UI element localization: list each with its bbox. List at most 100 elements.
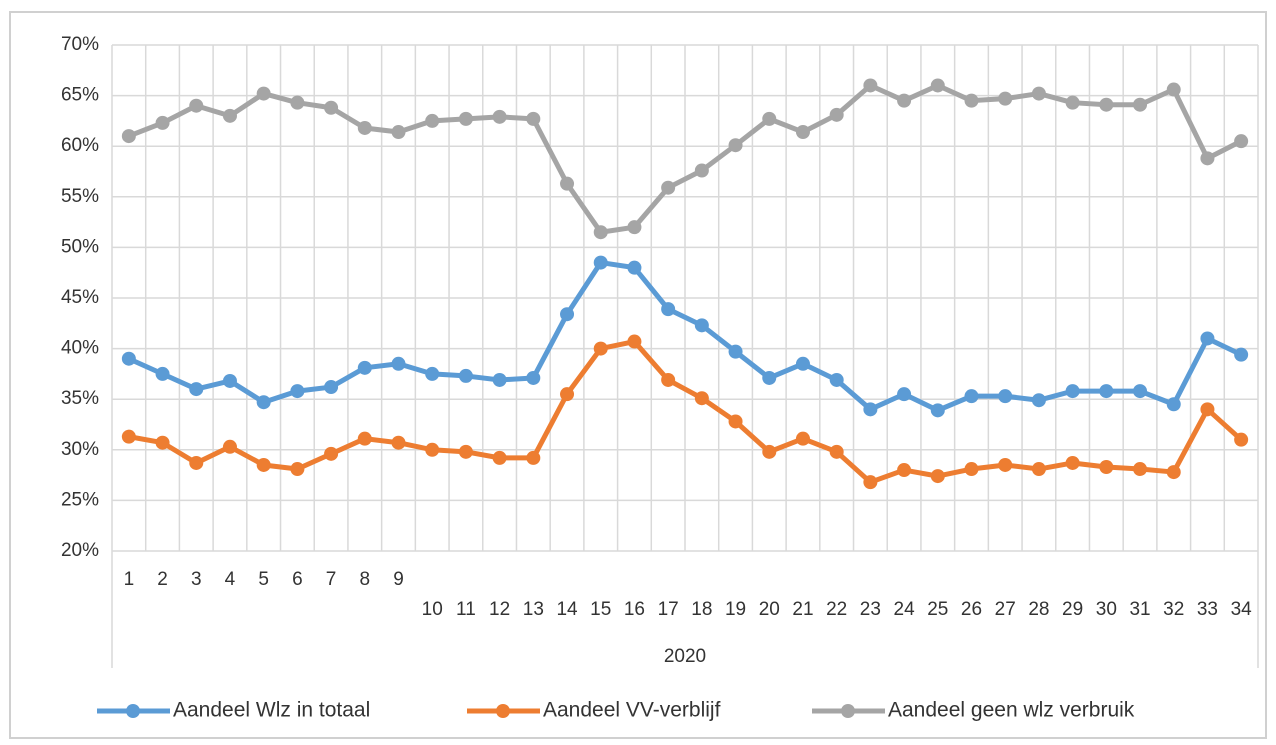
point — [964, 389, 979, 404]
point — [1200, 402, 1215, 417]
x-tick-label: 32 — [1163, 599, 1184, 620]
point — [762, 370, 777, 385]
point — [964, 462, 979, 477]
y-tick-label: 20% — [61, 540, 99, 561]
point — [189, 455, 204, 470]
x-tick-label: 21 — [792, 599, 813, 620]
point — [930, 78, 945, 93]
point — [222, 373, 237, 388]
point — [324, 380, 339, 395]
point — [189, 382, 204, 397]
chart-frame — [9, 11, 1267, 739]
x-tick-label: 26 — [961, 599, 982, 620]
point — [1166, 82, 1181, 97]
point — [1065, 384, 1080, 399]
y-tick-label: 35% — [61, 388, 99, 409]
point — [357, 360, 372, 375]
point — [593, 255, 608, 270]
point — [526, 450, 541, 465]
point — [1133, 97, 1148, 112]
point — [1234, 347, 1249, 362]
point — [121, 429, 136, 444]
x-tick-label: 2 — [157, 569, 168, 590]
x-tick-label: 6 — [292, 569, 303, 590]
point — [155, 115, 170, 130]
point — [1031, 462, 1046, 477]
point — [627, 260, 642, 275]
point — [256, 86, 271, 101]
point — [155, 435, 170, 450]
point — [964, 93, 979, 108]
x-tick-label: 1 — [124, 569, 135, 590]
point — [694, 391, 709, 406]
point — [1133, 384, 1148, 399]
point — [1099, 97, 1114, 112]
point — [1065, 95, 1080, 110]
point — [1099, 460, 1114, 475]
x-tick-label: 25 — [927, 599, 948, 620]
y-tick-label: 25% — [61, 489, 99, 510]
x-axis-label: 2020 — [664, 646, 706, 667]
x-tick-label: 15 — [590, 599, 611, 620]
point — [222, 439, 237, 454]
point — [1234, 432, 1249, 447]
x-tick-label: 29 — [1062, 599, 1083, 620]
point — [762, 111, 777, 126]
y-tick-label: 65% — [61, 85, 99, 106]
x-tick-label: 14 — [556, 599, 578, 620]
x-tick-label: 24 — [894, 599, 916, 620]
point — [694, 318, 709, 333]
point — [829, 107, 844, 122]
x-tick-label: 31 — [1129, 599, 1150, 620]
point — [1133, 462, 1148, 477]
point — [256, 457, 271, 472]
point — [661, 180, 676, 195]
point — [1065, 455, 1080, 470]
point — [458, 111, 473, 126]
point — [256, 395, 271, 410]
point — [863, 475, 878, 490]
y-tick-label: 50% — [61, 236, 99, 257]
point — [324, 100, 339, 115]
point — [863, 78, 878, 93]
x-tick-label: 23 — [860, 599, 881, 620]
series-line — [127, 260, 1243, 413]
x-tick-label: 7 — [326, 569, 337, 590]
point — [391, 356, 406, 371]
x-tick-label: 3 — [191, 569, 202, 590]
point — [930, 403, 945, 418]
legend-marker — [496, 704, 510, 718]
point — [391, 435, 406, 450]
point — [998, 91, 1013, 106]
point — [863, 402, 878, 417]
x-tick-label: 28 — [1028, 599, 1049, 620]
point — [290, 462, 305, 477]
point — [425, 113, 440, 128]
point — [661, 302, 676, 317]
point — [560, 307, 575, 322]
y-tick-label: 60% — [61, 135, 99, 156]
point — [458, 368, 473, 383]
x-tick-label: 17 — [658, 599, 679, 620]
point — [425, 366, 440, 381]
x-tick-label: 22 — [826, 599, 847, 620]
point — [728, 344, 743, 359]
point — [897, 463, 912, 478]
legend-marker — [841, 704, 855, 718]
point — [795, 356, 810, 371]
x-tick-label: 12 — [489, 599, 510, 620]
x-tick-label: 30 — [1096, 599, 1117, 620]
x-tick-label: 16 — [624, 599, 645, 620]
point — [897, 93, 912, 108]
point — [1200, 151, 1215, 166]
point — [728, 414, 743, 429]
point — [222, 108, 237, 123]
point — [930, 469, 945, 484]
x-tick-label: 10 — [422, 599, 443, 620]
point — [795, 125, 810, 140]
x-tick-label: 18 — [691, 599, 712, 620]
point — [627, 334, 642, 349]
point — [121, 351, 136, 366]
point — [1031, 86, 1046, 101]
x-tick-label: 34 — [1231, 599, 1253, 620]
